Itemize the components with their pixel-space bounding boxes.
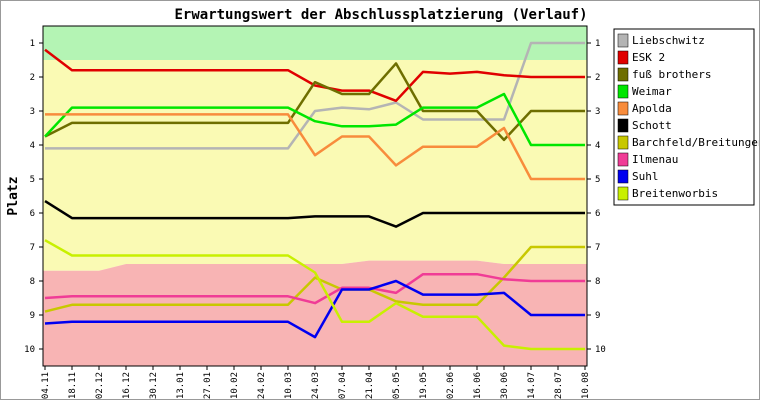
x-tick-label: 24.02 — [257, 372, 267, 399]
x-tick-label: 04.11 — [41, 372, 51, 399]
y-tick-label: 10 — [24, 345, 35, 355]
x-tick-label: 10.08 — [581, 372, 591, 399]
y-ticks-right: 1 2 3 4 5 6 7 8 9 10 — [587, 39, 606, 355]
series-line — [44, 279, 585, 339]
x-tick-label: 19.05 — [419, 372, 429, 399]
y-tick-label: 6 — [30, 209, 35, 219]
legend-label: Ilmenau — [632, 153, 678, 166]
series-line — [44, 200, 585, 228]
y-tick-label: 4 — [30, 141, 35, 151]
y-tick-label: 1 — [30, 39, 35, 49]
legend-label: Apolda — [632, 102, 672, 115]
y-tick-label: 3 — [30, 107, 35, 117]
y-axis-label: Platz — [6, 176, 21, 215]
legend-box — [613, 28, 755, 206]
x-tick-label: 16.12 — [122, 372, 132, 399]
legend-label: Barchfeld/Breitungen — [632, 136, 759, 149]
legend-swatch — [617, 101, 629, 116]
y-tick-label: 6 — [595, 209, 600, 219]
x-tick-label: 10.03 — [284, 372, 294, 399]
y-tick-label: 5 — [30, 175, 35, 185]
x-tick-label: 02.06 — [446, 372, 456, 399]
legend-swatch — [617, 135, 629, 150]
legend-swatch — [617, 152, 629, 167]
x-tick-label: 02.12 — [95, 372, 105, 399]
series-line — [44, 62, 585, 142]
y-tick-label: 2 — [595, 73, 600, 83]
y-tick-label: 7 — [595, 243, 600, 253]
series-line — [44, 48, 585, 103]
x-tick-label: 16.06 — [473, 372, 483, 399]
x-tick-label: 14.07 — [527, 372, 537, 399]
chart-title: Erwartungswert der Abschlussplatzierung … — [174, 7, 587, 23]
legend-swatch — [617, 169, 629, 184]
x-tick-label: 24.03 — [311, 372, 321, 399]
legend-swatch — [617, 186, 629, 201]
legend-label: Breitenworbis — [632, 187, 718, 200]
background-zones — [43, 26, 587, 366]
zone-middle — [43, 60, 587, 271]
y-tick-label: 2 — [30, 73, 35, 83]
series-lines — [44, 41, 585, 351]
y-tick-label: 10 — [595, 345, 606, 355]
x-tick-label: 21.04 — [365, 372, 375, 399]
legend-label: Liebschwitz — [632, 34, 705, 47]
series-line — [44, 272, 585, 305]
y-tick-label: 5 — [595, 175, 600, 185]
x-tick-label: 28.07 — [554, 372, 564, 399]
x-tick-label: 07.04 — [338, 372, 348, 399]
y-tick-label: 1 — [595, 39, 600, 49]
legend-label: fuß brothers — [632, 68, 711, 81]
y-ticks-left: 1 2 3 4 5 6 7 8 9 10 — [24, 39, 43, 355]
legend-label: Weimar — [632, 85, 672, 98]
legend-swatch — [617, 67, 629, 82]
x-tick-label: 05.05 — [392, 372, 402, 399]
x-tick-label: 30.06 — [500, 372, 510, 399]
legend-swatch — [617, 84, 629, 99]
legend-label: Suhl — [632, 170, 659, 183]
y-tick-label: 8 — [595, 277, 600, 287]
y-tick-label: 4 — [595, 141, 600, 151]
series-line — [44, 92, 585, 147]
series-line — [44, 239, 585, 351]
legend-swatch — [617, 50, 629, 65]
y-tick-label: 8 — [30, 277, 35, 287]
x-tick-label: 13.01 — [176, 372, 186, 399]
x-ticks: 04.11 18.11 02.12 16.12 30.12 13.01 27.01 10.02… — [41, 366, 591, 399]
x-tick-label: 10.02 — [230, 372, 240, 399]
legend-swatch — [617, 118, 629, 133]
series-line — [45, 113, 585, 181]
series-line — [45, 41, 585, 150]
x-tick-label: 30.12 — [149, 372, 159, 399]
legend-label: Schott — [632, 119, 672, 132]
zone-bottom — [43, 260, 587, 366]
x-tick-label: 27.01 — [203, 372, 213, 399]
legend: Liebschwitz ESK 2 fuß brothers Weimar Apolda… — [613, 28, 760, 206]
series-line — [44, 245, 585, 313]
zone-top — [43, 26, 587, 60]
y-tick-label: 9 — [30, 311, 35, 321]
legend-label: ESK 2 — [632, 51, 665, 64]
y-tick-label: 7 — [30, 243, 35, 253]
y-tick-label: 9 — [595, 311, 600, 321]
legend-swatch — [617, 33, 629, 48]
x-tick-label: 18.11 — [68, 372, 78, 399]
y-tick-label: 3 — [595, 107, 600, 117]
